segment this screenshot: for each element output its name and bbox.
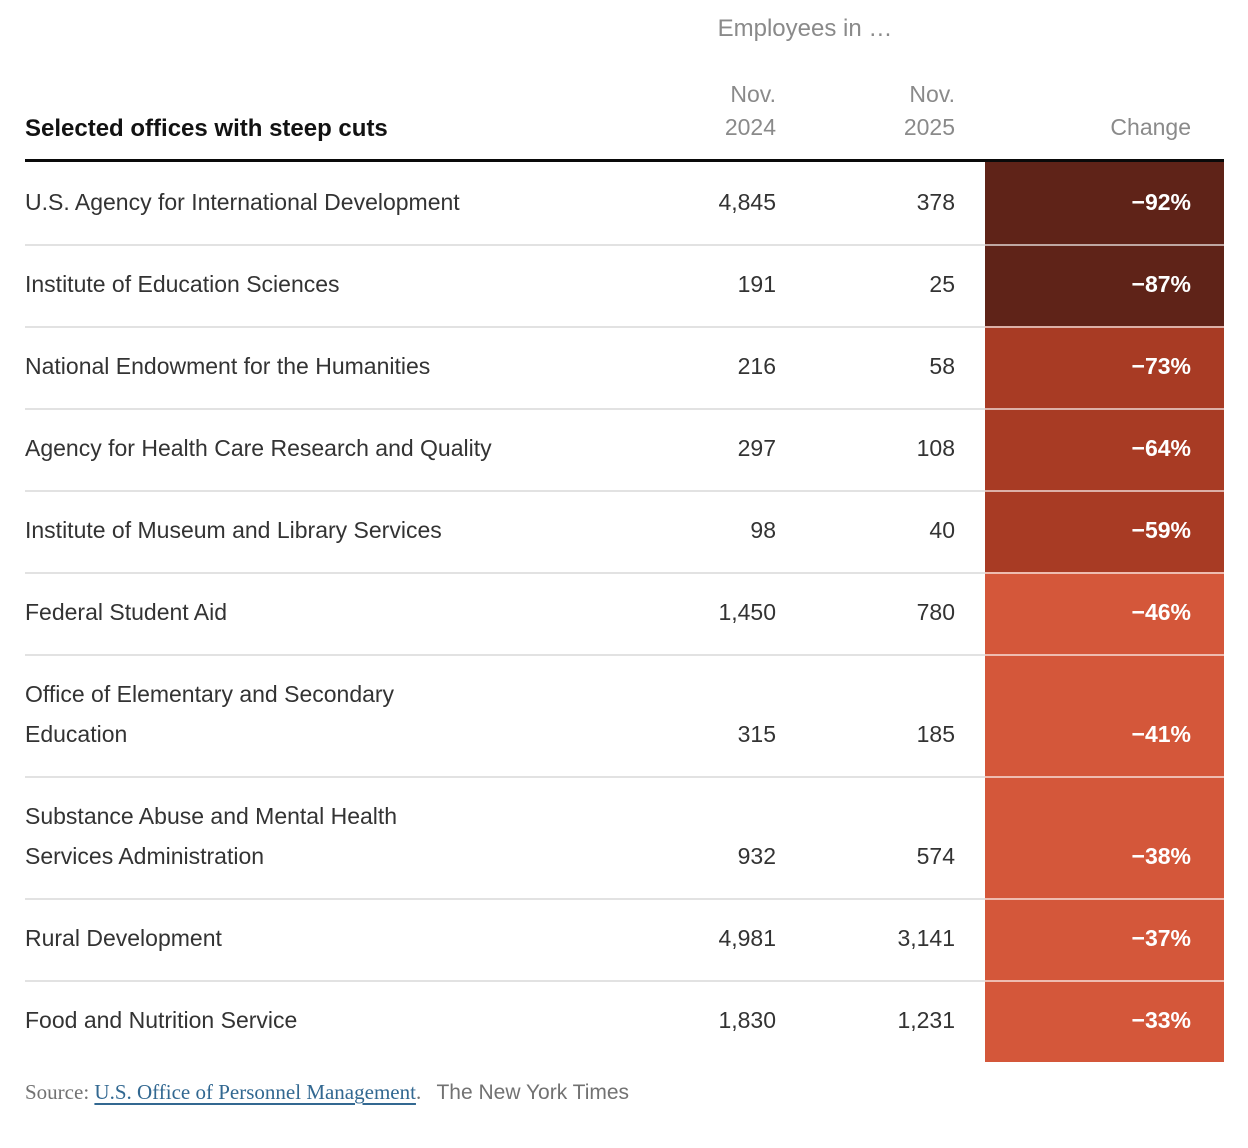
source-period: .	[415, 1080, 422, 1104]
change-cell: −41%	[985, 654, 1224, 776]
employees-nov-2024: 315	[625, 654, 805, 776]
employees-nov-2025: 108	[805, 408, 985, 490]
change-cell: −73%	[985, 326, 1224, 408]
employees-nov-2025: 3,141	[805, 898, 985, 980]
change-cell: −92%	[985, 162, 1224, 244]
column-header-change: Change	[1110, 114, 1191, 140]
employees-nov-2025: 780	[805, 572, 985, 654]
table-title: Selected offices with steep cuts	[25, 115, 388, 142]
office-name: Office of Elementary and Secondary Educa…	[25, 654, 625, 776]
employees-nov-2024: 98	[625, 490, 805, 572]
employees-nov-2024: 297	[625, 408, 805, 490]
office-name: Institute of Museum and Library Services	[25, 490, 625, 572]
table-row: Institute of Education Sciences 191 25 −…	[25, 244, 1224, 326]
office-name: U.S. Agency for International Developmen…	[25, 189, 460, 215]
change-cell: −87%	[985, 244, 1224, 326]
employees-nov-2024: 1,830	[625, 980, 805, 1062]
column-header-row: Selected offices with steep cuts Nov. 20…	[25, 58, 1224, 162]
change-cell: −33%	[985, 980, 1224, 1062]
table-row: U.S. Agency for International Developmen…	[25, 162, 1224, 244]
employees-in-label: Employees in …	[717, 15, 893, 42]
source-link[interactable]: U.S. Office of Personnel Management	[94, 1080, 416, 1104]
credit-label: The New York Times	[436, 1081, 630, 1104]
office-name: Food and Nutrition Service	[25, 980, 625, 1062]
employees-nov-2024: 216	[625, 326, 805, 408]
office-name: Federal Student Aid	[25, 572, 625, 654]
change-cell: −64%	[985, 408, 1224, 490]
table-body: U.S. Agency for International Developmen…	[25, 162, 1224, 1062]
employees-nov-2025: 378	[916, 189, 955, 215]
table-row: Substance Abuse and Mental Health Servic…	[25, 776, 1224, 898]
employees-nov-2024: 1,450	[625, 572, 805, 654]
employees-nov-2025: 574	[805, 776, 985, 898]
employees-nov-2025: 185	[805, 654, 985, 776]
office-name: Agency for Health Care Research and Qual…	[25, 408, 625, 490]
change-cell: −59%	[985, 490, 1224, 572]
table-row: National Endowment for the Humanities 21…	[25, 326, 1224, 408]
employees-nov-2025: 58	[805, 326, 985, 408]
table-group-header: Employees in …	[25, 0, 1224, 58]
change-cell: −46%	[985, 572, 1224, 654]
change-cell: −37%	[985, 898, 1224, 980]
steep-cuts-table: Employees in … Selected offices with ste…	[25, 0, 1224, 1107]
source-line: Source: U.S. Office of Personnel Managem…	[25, 1078, 1224, 1107]
employees-nov-2025: 1,231	[805, 980, 985, 1062]
office-name: Institute of Education Sciences	[25, 244, 625, 326]
table-row: Agency for Health Care Research and Qual…	[25, 408, 1224, 490]
employees-nov-2024: 932	[625, 776, 805, 898]
table-row: Food and Nutrition Service 1,830 1,231 −…	[25, 980, 1224, 1062]
office-name: Substance Abuse and Mental Health Servic…	[25, 776, 625, 898]
change-cell: −38%	[985, 776, 1224, 898]
employees-nov-2024: 4,845	[718, 189, 776, 215]
office-name: National Endowment for the Humanities	[25, 326, 625, 408]
table-row: Rural Development 4,981 3,141 −37%	[25, 898, 1224, 980]
table-row: Institute of Museum and Library Services…	[25, 490, 1224, 572]
employees-nov-2024: 191	[625, 244, 805, 326]
table-row: Office of Elementary and Secondary Educa…	[25, 654, 1224, 776]
column-header-nov-2025: Nov. 2025	[903, 81, 955, 140]
source-prefix: Source:	[25, 1080, 90, 1104]
table-row: Federal Student Aid 1,450 780 −46%	[25, 572, 1224, 654]
employees-nov-2025: 40	[805, 490, 985, 572]
employees-nov-2025: 25	[805, 244, 985, 326]
employees-nov-2024: 4,981	[625, 898, 805, 980]
column-header-nov-2024: Nov. 2024	[724, 81, 776, 140]
office-name: Rural Development	[25, 898, 625, 980]
